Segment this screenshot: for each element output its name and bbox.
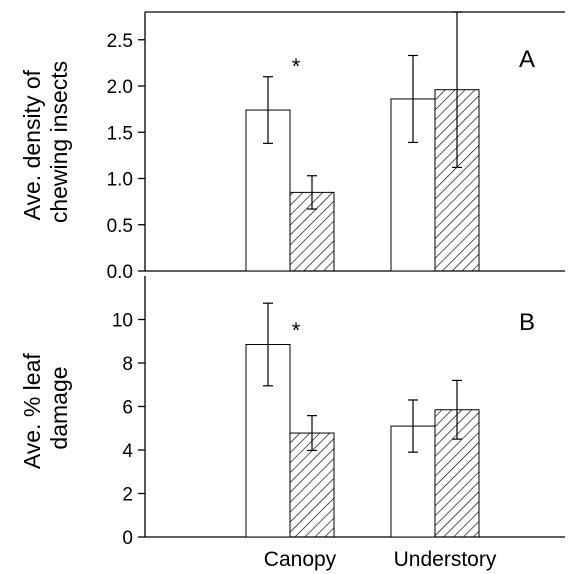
panel-b-y-tick-label: 10	[112, 311, 133, 332]
panel-a-y-axis-label-line-2: chewing insects	[46, 61, 72, 223]
panel-b-y-tick-label: 2	[122, 485, 133, 506]
x-axis-category-labels: Canopy Understory	[264, 548, 497, 571]
panel-b-y-tick-label: 8	[122, 354, 133, 375]
panel-b-y-tick-label: 0	[122, 528, 133, 549]
panel-a-y-tick-label: 2.0	[107, 77, 133, 98]
category-label-canopy: Canopy	[264, 548, 337, 571]
panel-a-significance-star: *	[292, 54, 301, 79]
panel-a-y-tick-label: 0.5	[107, 216, 133, 237]
panel-a-plot-area: 0.0 0.5 1.0 1.5 2.0 2.5 *	[107, 11, 565, 283]
panel-a-y-axis-label: Ave. density of chewing insects	[19, 61, 72, 223]
panel-b-y-tick-label: 6	[122, 398, 133, 419]
panel-a: 0.0 0.5 1.0 1.5 2.0 2.5 * A Ave. density of ch…	[19, 11, 565, 283]
panel-b-plot-area: 0 2 4 6 8 10 *	[112, 276, 565, 549]
panel-b-y-tick-label: 4	[122, 441, 133, 462]
panel-b-y-axis-label-line-1: Ave. % leaf	[19, 353, 45, 470]
panel-a-y-tick-label: 0.0	[107, 262, 133, 283]
panel-a-letter: A	[519, 46, 535, 73]
panel-a-y-axis-label-line-1: Ave. density of	[19, 69, 45, 220]
panel-b-y-axis-label: Ave. % leaf damage	[19, 347, 72, 469]
category-label-understory: Understory	[394, 548, 497, 571]
panel-b-letter: B	[519, 309, 535, 336]
panel-b: 0 2 4 6 8 10 * B Ave. % leaf damage	[19, 276, 565, 549]
panel-b-significance-star: *	[292, 318, 301, 343]
panel-a-y-tick-label: 2.5	[107, 31, 133, 52]
panel-a-y-tick-label: 1.0	[107, 170, 133, 191]
panel-a-y-tick-label: 1.5	[107, 123, 133, 144]
panel-b-y-axis-label-line-2: damage	[46, 366, 72, 449]
